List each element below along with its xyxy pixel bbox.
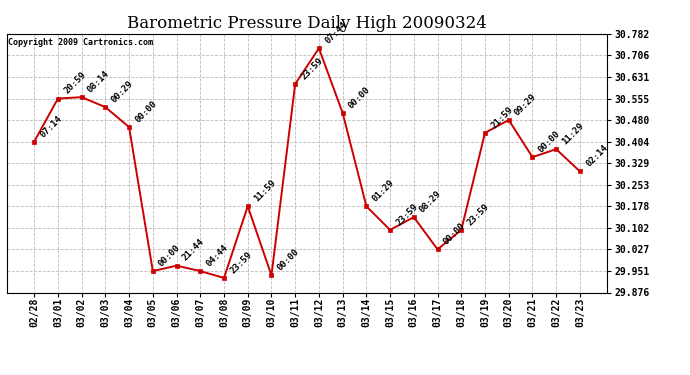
Text: 00:29: 00:29 bbox=[110, 79, 135, 104]
Text: 08:14: 08:14 bbox=[86, 69, 111, 94]
Text: 23:59: 23:59 bbox=[466, 202, 491, 227]
Text: 23:59: 23:59 bbox=[394, 202, 420, 227]
Text: 23:59: 23:59 bbox=[228, 250, 253, 275]
Text: 00:00: 00:00 bbox=[347, 85, 372, 110]
Text: 21:59: 21:59 bbox=[489, 105, 515, 130]
Text: 20:59: 20:59 bbox=[62, 70, 88, 96]
Text: 02:14: 02:14 bbox=[584, 143, 609, 169]
Text: 23:59: 23:59 bbox=[299, 56, 325, 81]
Text: 11:29: 11:29 bbox=[560, 121, 586, 146]
Text: Copyright 2009 Cartronics.com: Copyright 2009 Cartronics.com bbox=[8, 38, 153, 46]
Text: 21:44: 21:44 bbox=[181, 237, 206, 263]
Text: 00:00: 00:00 bbox=[537, 129, 562, 154]
Text: 01:29: 01:29 bbox=[371, 178, 396, 204]
Text: 08:29: 08:29 bbox=[418, 189, 444, 214]
Text: 07:44: 07:44 bbox=[323, 20, 348, 45]
Text: 00:00: 00:00 bbox=[275, 247, 301, 273]
Text: 00:00: 00:00 bbox=[133, 99, 159, 124]
Text: 09:29: 09:29 bbox=[513, 92, 538, 117]
Text: 07:14: 07:14 bbox=[39, 114, 63, 139]
Text: 04:44: 04:44 bbox=[204, 243, 230, 268]
Text: 11:59: 11:59 bbox=[252, 178, 277, 204]
Title: Barometric Pressure Daily High 20090324: Barometric Pressure Daily High 20090324 bbox=[127, 15, 487, 32]
Text: 00:00: 00:00 bbox=[442, 221, 467, 247]
Text: 00:00: 00:00 bbox=[157, 243, 182, 268]
